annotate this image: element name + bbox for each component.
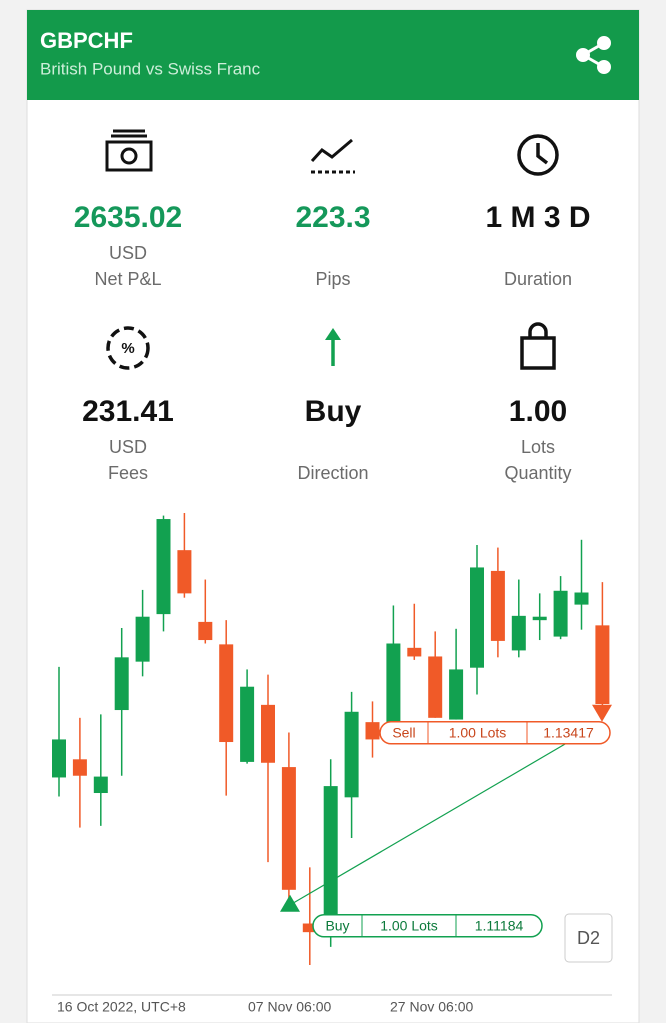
candle-body	[198, 621, 213, 641]
header-bar	[27, 10, 639, 100]
entry-marker	[280, 894, 300, 912]
money-icon	[105, 129, 153, 172]
candle-body	[490, 570, 505, 641]
candle-body	[574, 592, 589, 605]
candle-body	[72, 759, 87, 776]
stat-unit: USD	[109, 437, 147, 457]
stat-value: 223.3	[295, 201, 370, 234]
candle-body	[156, 519, 171, 615]
stat-value: Buy	[305, 395, 362, 428]
trade-line	[291, 724, 599, 905]
x-axis-label: 07 Nov 06:00	[248, 999, 331, 1015]
symbol: GBPCHF	[40, 28, 133, 53]
candle-body	[52, 739, 66, 778]
candle-body	[595, 625, 610, 704]
trade-lots: 1.00 Lots	[449, 724, 507, 740]
share-button[interactable]	[576, 36, 611, 74]
x-axis-label: 27 Nov 06:00	[390, 999, 473, 1015]
fee-icon: %	[106, 326, 150, 370]
x-axis-label: 16 Oct 2022, UTC+8	[57, 999, 186, 1015]
candle-body	[281, 767, 296, 890]
candle-body	[344, 711, 359, 798]
candle-body	[407, 647, 422, 657]
candle-body	[532, 616, 547, 621]
trade-side: Buy	[325, 917, 349, 933]
exit-marker	[592, 704, 612, 722]
candle-body	[553, 590, 568, 637]
stats-grid: 2635.02 USD Net P&L 223.3 Pips 1 M 3 D Duratio…	[74, 201, 591, 483]
chart-icon	[310, 138, 355, 174]
candle-body	[219, 644, 234, 743]
stat-value: 1.00	[509, 395, 567, 428]
trade-price: 1.11184	[475, 917, 524, 933]
svg-text:%: %	[121, 340, 134, 357]
stat-value: 2635.02	[74, 201, 182, 234]
timeframe-button[interactable]: D2	[564, 913, 613, 963]
candle-body	[114, 657, 129, 711]
candle-body	[470, 567, 484, 668]
candle-body	[302, 923, 317, 933]
candle-body	[428, 656, 443, 718]
trade-lots: 1.00 Lots	[380, 917, 438, 933]
direction-icon	[325, 328, 341, 366]
timeframe-label: D2	[577, 928, 600, 948]
candle-chart: Buy 1.00 Lots 1.11184 Sell 1.00 Lots 1.13417	[52, 513, 612, 965]
candle-body	[323, 786, 338, 915]
candle-body	[261, 704, 275, 763]
candle-body	[511, 615, 526, 651]
candle-body	[386, 643, 401, 723]
stat-label: Pips	[315, 269, 350, 289]
bag-icon	[520, 322, 556, 370]
stat-value: 1 M 3 D	[485, 201, 590, 234]
stat-label: Duration	[504, 269, 572, 289]
stat-unit: Lots	[521, 437, 555, 457]
entry-label	[312, 914, 543, 938]
exit-label	[379, 721, 611, 745]
candle-body	[449, 669, 464, 720]
stat-label: Fees	[108, 463, 148, 483]
stat-label: Net P&L	[94, 269, 161, 289]
trade-side: Sell	[392, 724, 415, 740]
stat-label: Direction	[297, 463, 368, 483]
description: British Pound vs Swiss Franc	[40, 59, 261, 78]
candle-body	[365, 722, 380, 740]
candle-body	[93, 776, 108, 794]
candle-body	[240, 686, 255, 762]
candle-body	[177, 550, 192, 594]
stat-value: 231.41	[82, 395, 174, 428]
stat-unit: USD	[109, 243, 147, 263]
candle-body	[135, 616, 150, 662]
stat-label: Quantity	[504, 463, 571, 483]
trade-price: 1.13417	[543, 724, 594, 740]
clock-icon	[517, 134, 559, 176]
